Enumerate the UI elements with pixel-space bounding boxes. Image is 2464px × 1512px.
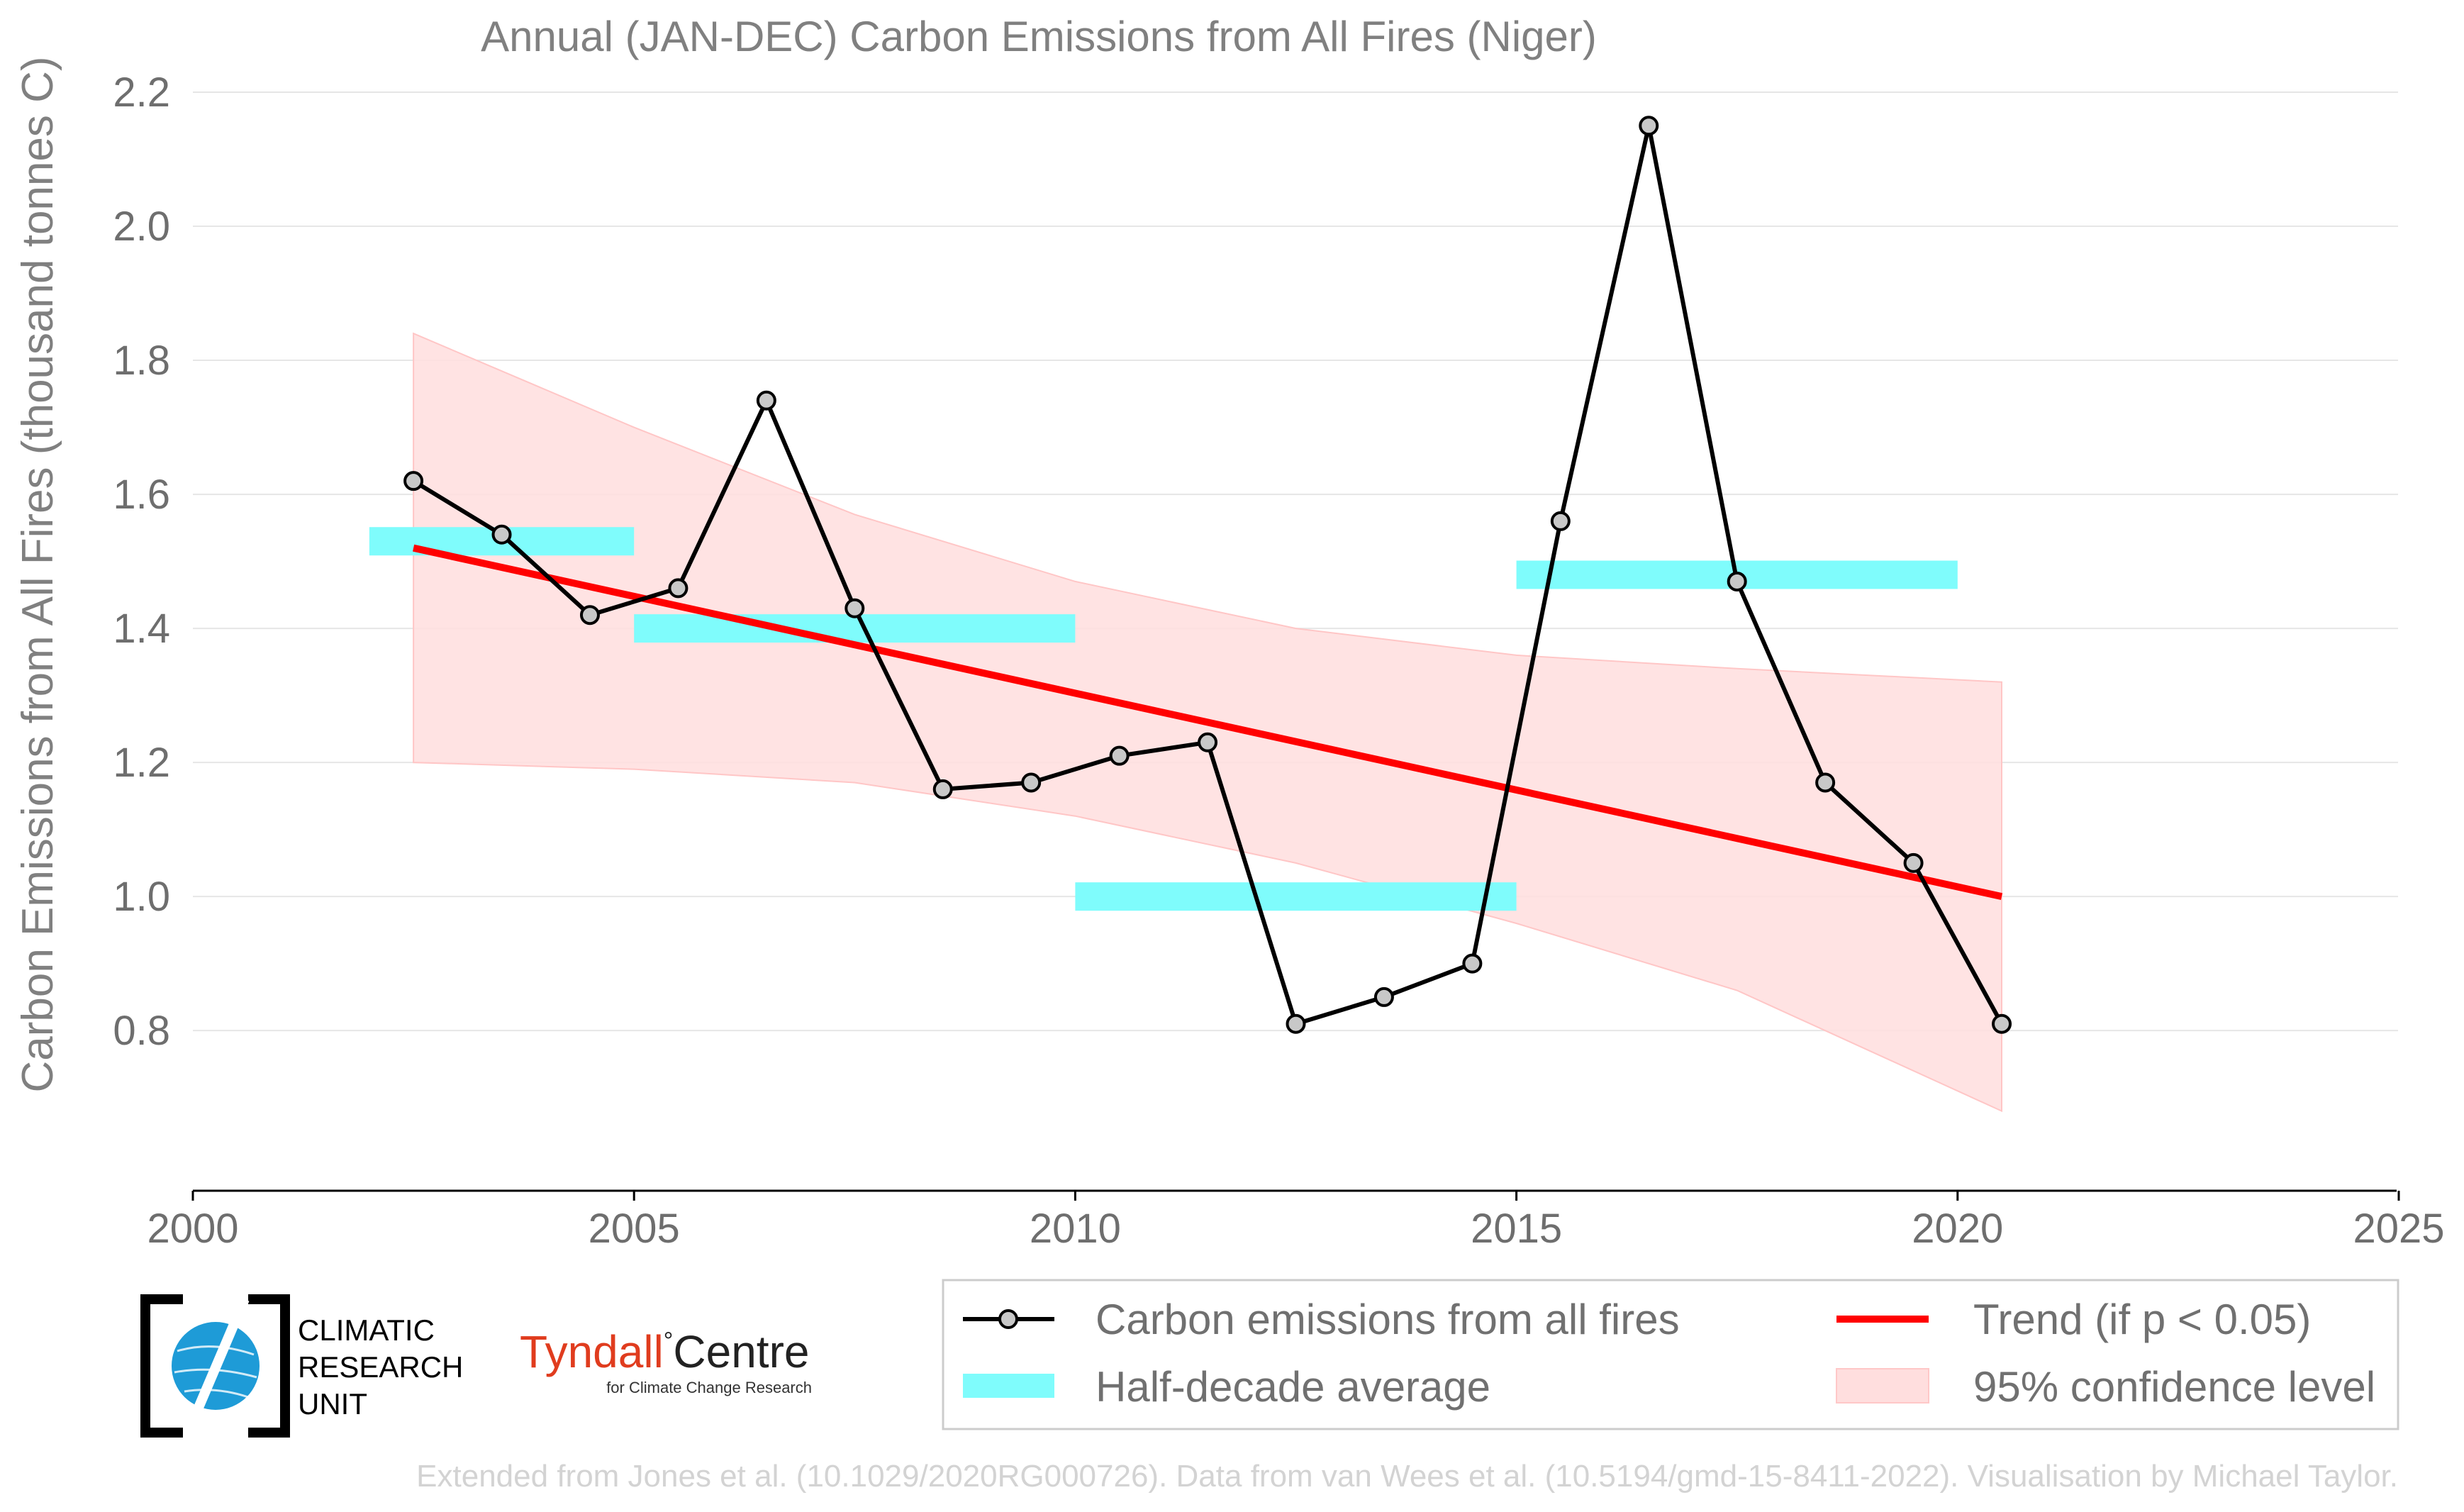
cru-line-1: CLIMATIC (298, 1313, 435, 1347)
cru-logo: CLIMATIC RESEARCH UNIT (140, 1294, 463, 1438)
emissions-point-6 (932, 779, 953, 799)
y-tick-label-4: 1.6 (113, 472, 170, 518)
emissions-point-14 (1639, 116, 1659, 136)
emissions-series-layer (403, 116, 2012, 1034)
emissions-point-4 (756, 390, 776, 411)
legend: Carbon emissions from all fires Trend (i… (942, 1279, 2399, 1430)
legend-emissions-label: Carbon emissions from all fires (1096, 1296, 1680, 1343)
x-tick-label-4: 2020 (1912, 1206, 2003, 1252)
y-tick-label-1: 1.0 (113, 874, 170, 920)
emissions-point-18 (1992, 1013, 2012, 1034)
y-tick-label-5: 1.8 (113, 338, 170, 384)
x-axis-ticks: 2000 2005 2010 2015 2020 2025 (147, 1191, 2445, 1252)
legend-average-label: Half-decade average (1096, 1363, 1490, 1411)
emissions-point-17 (1903, 852, 1924, 873)
tyndall-logo: Tyndall°Centre for Climate Change Resear… (520, 1326, 812, 1396)
emissions-point-10 (1286, 1013, 1306, 1034)
legend-trend-label: Trend (if p < 0.05) (1973, 1296, 2311, 1343)
x-tick-label-1: 2005 (589, 1206, 680, 1252)
emissions-point-1 (491, 524, 512, 545)
x-tick-label-3: 2015 (1471, 1206, 1562, 1252)
tyndall-word-2: Centre (673, 1326, 809, 1377)
half-decade-bar-1 (634, 614, 1076, 643)
x-tick-label-5: 2025 (2353, 1206, 2444, 1252)
credit-line: Extended from Jones et al. (10.1029/2020… (416, 1459, 2398, 1494)
y-tick-label-0: 0.8 (113, 1008, 170, 1054)
y-tick-label-6: 2.0 (113, 204, 170, 250)
emissions-point-3 (668, 578, 689, 599)
tyndall-subtitle: for Climate Change Research (606, 1379, 812, 1396)
cru-logo-slash (183, 1297, 250, 1435)
emissions-point-5 (844, 598, 865, 618)
emissions-point-8 (1109, 745, 1130, 766)
chart-title: Annual (JAN-DEC) Carbon Emissions from A… (481, 13, 1597, 60)
emissions-point-12 (1462, 953, 1483, 974)
emissions-point-11 (1373, 986, 1394, 1007)
emissions-point-7 (1021, 772, 1042, 793)
y-tick-label-2: 1.2 (113, 740, 170, 786)
y-tick-label-7: 2.2 (113, 70, 170, 116)
cru-logo-left-bracket (140, 1294, 183, 1438)
emissions-point-2 (579, 605, 600, 626)
x-tick-label-0: 2000 (147, 1206, 238, 1252)
cru-line-2: RESEARCH (298, 1350, 463, 1384)
legend-confidence-swatch (1836, 1368, 1929, 1403)
x-tick-label-2: 2010 (1030, 1206, 1121, 1252)
tyndall-degree-mark: ° (664, 1328, 674, 1355)
cru-logo-right-bracket (248, 1294, 290, 1438)
emissions-point-16 (1815, 772, 1836, 793)
y-axis-ticks: 0.8 1.0 1.2 1.4 1.6 1.8 2.0 2.2 (113, 70, 170, 1054)
legend-confidence-label: 95% confidence level (1973, 1363, 2375, 1411)
legend-emissions-marker (998, 1309, 1018, 1329)
emissions-point-0 (403, 471, 424, 491)
tyndall-word-1: Tyndall (520, 1326, 664, 1377)
trend-layer (413, 544, 2003, 901)
tyndall-logo-text: Tyndall°Centre (520, 1326, 809, 1377)
legend-average-swatch (963, 1374, 1054, 1398)
emissions-point-9 (1198, 732, 1218, 752)
emissions-point-15 (1727, 571, 1747, 591)
trend-line (413, 544, 2003, 901)
emissions-point-13 (1550, 511, 1571, 531)
half-decade-bar-2 (1075, 882, 1517, 911)
y-axis-label: Carbon Emissions from All Fires (thousan… (13, 56, 62, 1092)
legend-box (942, 1279, 2399, 1430)
y-tick-label-3: 1.4 (113, 606, 170, 652)
cru-line-3: UNIT (298, 1387, 367, 1421)
